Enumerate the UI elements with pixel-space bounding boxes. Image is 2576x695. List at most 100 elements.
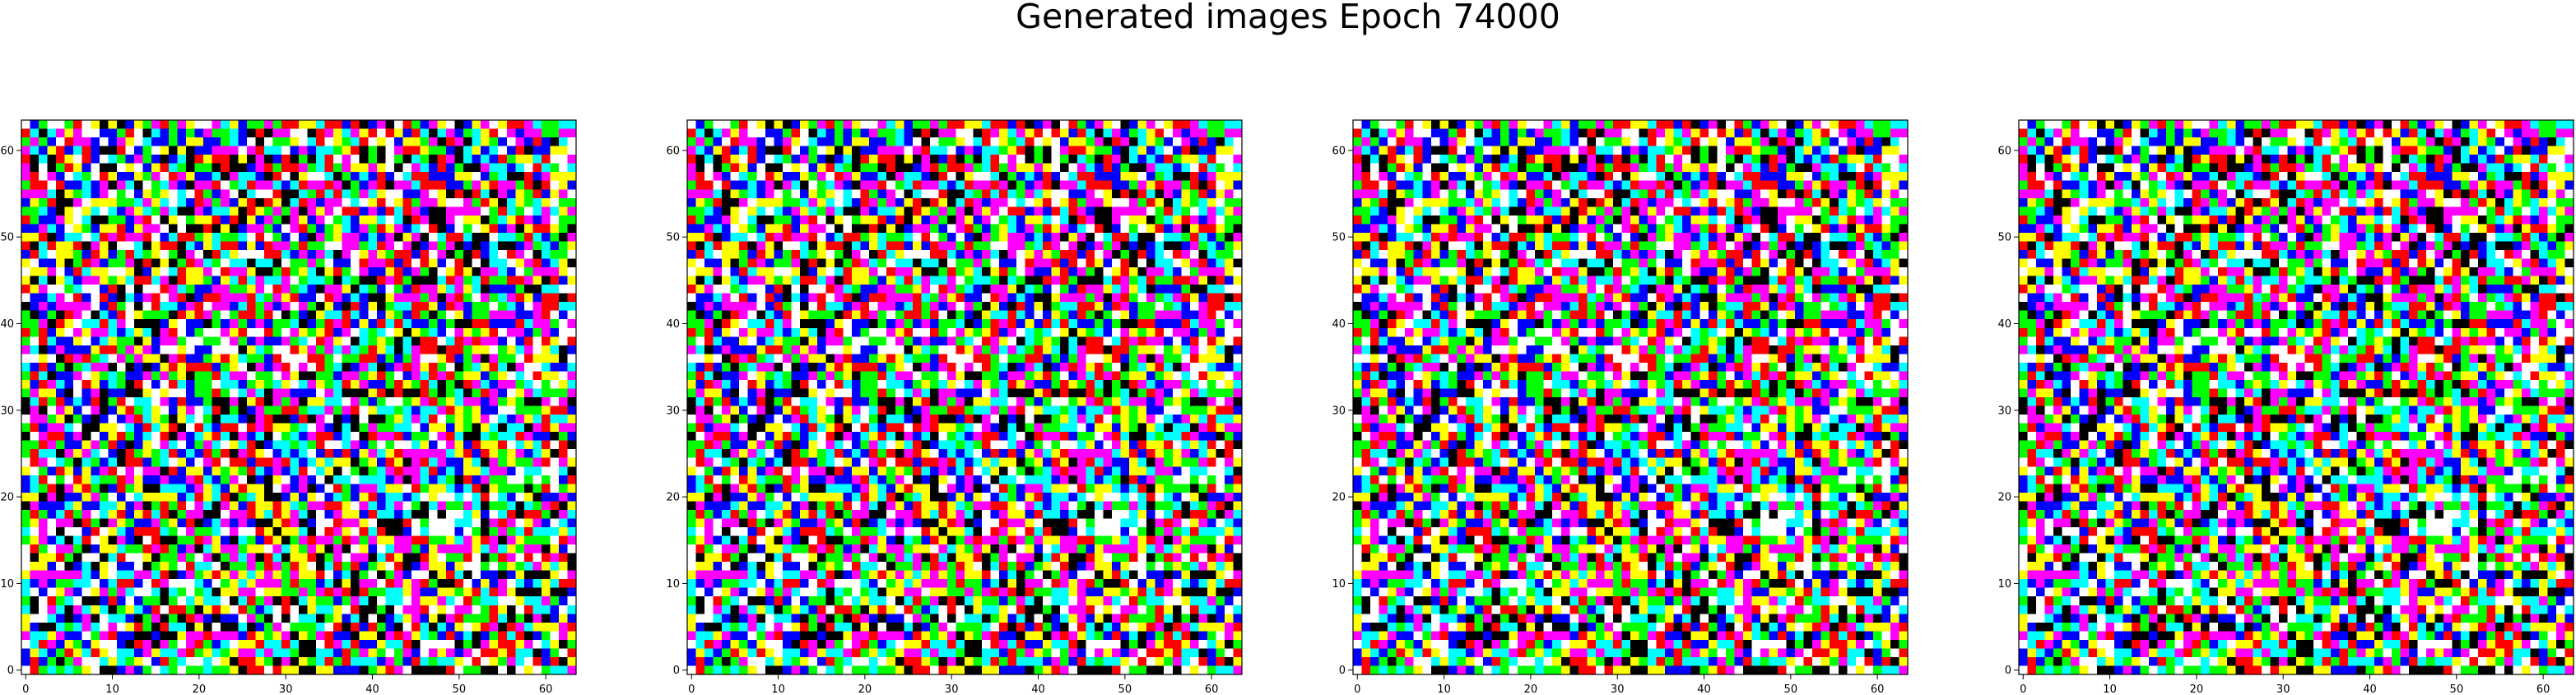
pixel: [1076, 215, 1086, 225]
pixel: [299, 475, 308, 484]
pixel: [454, 354, 464, 364]
pixel: [730, 172, 740, 182]
pixel: [316, 206, 325, 216]
pixel: [411, 189, 421, 199]
pixel: [912, 137, 922, 146]
pixel: [125, 432, 135, 442]
pixel: [515, 319, 525, 329]
pixel: [290, 544, 300, 554]
pixel: [541, 163, 551, 173]
pixel: [376, 249, 386, 259]
pixel: [133, 293, 143, 303]
pixel: [498, 362, 508, 372]
pixel: [446, 605, 455, 614]
pixel: [255, 622, 265, 632]
pixel: [342, 405, 351, 415]
pixel: [30, 423, 40, 433]
pixel: [515, 484, 525, 493]
pixel: [47, 397, 57, 406]
pixel: [324, 232, 334, 242]
pixel: [1016, 224, 1026, 234]
pixel: [376, 362, 386, 372]
pixel: [272, 206, 282, 216]
pixel: [541, 345, 551, 354]
pixel: [481, 354, 491, 364]
pixel: [1076, 197, 1086, 207]
pixel: [541, 631, 551, 641]
pixel: [30, 622, 40, 632]
pixel: [177, 276, 187, 285]
pixel: [481, 232, 491, 242]
pixel: [411, 276, 421, 285]
pixel: [1094, 197, 1104, 207]
pixel: [73, 509, 83, 519]
pixel: [1042, 180, 1052, 190]
pixel: [299, 249, 308, 259]
pixel: [263, 128, 273, 138]
pixel: [299, 665, 308, 675]
pixel: [177, 120, 187, 129]
pixel: [203, 249, 213, 259]
pixel: [73, 656, 83, 666]
pixel: [194, 457, 204, 467]
pixel: [704, 180, 714, 190]
pixel: [515, 258, 525, 268]
pixel: [351, 544, 360, 554]
pixel: [177, 639, 187, 649]
pixel: [1233, 215, 1243, 225]
pixel: [333, 172, 343, 182]
pixel: [446, 648, 455, 658]
pixel: [194, 492, 204, 502]
pixel: [108, 415, 118, 424]
pixel: [1051, 197, 1061, 207]
pixel: [281, 180, 291, 190]
pixel: [420, 622, 430, 632]
pixel: [532, 579, 542, 589]
pixel: [921, 180, 931, 190]
pixel: [506, 310, 516, 320]
pixel: [160, 449, 170, 459]
pixel: [212, 457, 221, 467]
pixel: [393, 293, 403, 303]
pixel: [938, 172, 948, 182]
pixel: [446, 596, 455, 606]
pixel: [133, 267, 143, 276]
pixel: [255, 475, 265, 484]
pixel: [307, 639, 317, 649]
pixel: [21, 293, 30, 303]
pixel: [299, 232, 308, 242]
pixel: [1112, 146, 1121, 155]
pixel: [359, 345, 369, 354]
pixel: [558, 440, 568, 450]
pixel: [238, 327, 248, 337]
pixel: [558, 362, 568, 372]
pixel: [895, 197, 904, 207]
pixel: [229, 155, 239, 164]
pixel: [342, 146, 351, 155]
pixel: [1207, 224, 1216, 234]
pixel: [81, 440, 91, 450]
pixel: [446, 241, 455, 251]
pixel: [194, 293, 204, 303]
pixel: [541, 544, 551, 554]
pixel: [411, 180, 421, 190]
pixel: [203, 405, 213, 415]
pixel: [73, 388, 83, 398]
pixel: [342, 241, 351, 251]
pixel: [307, 501, 317, 511]
pixel: [56, 362, 66, 372]
pixel: [1103, 197, 1113, 207]
pixel: [454, 526, 464, 536]
pixel: [1137, 224, 1147, 234]
pixel: [73, 639, 83, 649]
pixel: [454, 267, 464, 276]
pixel: [333, 319, 343, 329]
pixel: [498, 596, 508, 606]
pixel: [133, 128, 143, 138]
pixel: [39, 631, 48, 641]
pixel: [541, 206, 551, 216]
pixel: [81, 622, 91, 632]
pixel: [186, 415, 195, 424]
pixel: [177, 232, 187, 242]
pixel: [463, 241, 472, 251]
